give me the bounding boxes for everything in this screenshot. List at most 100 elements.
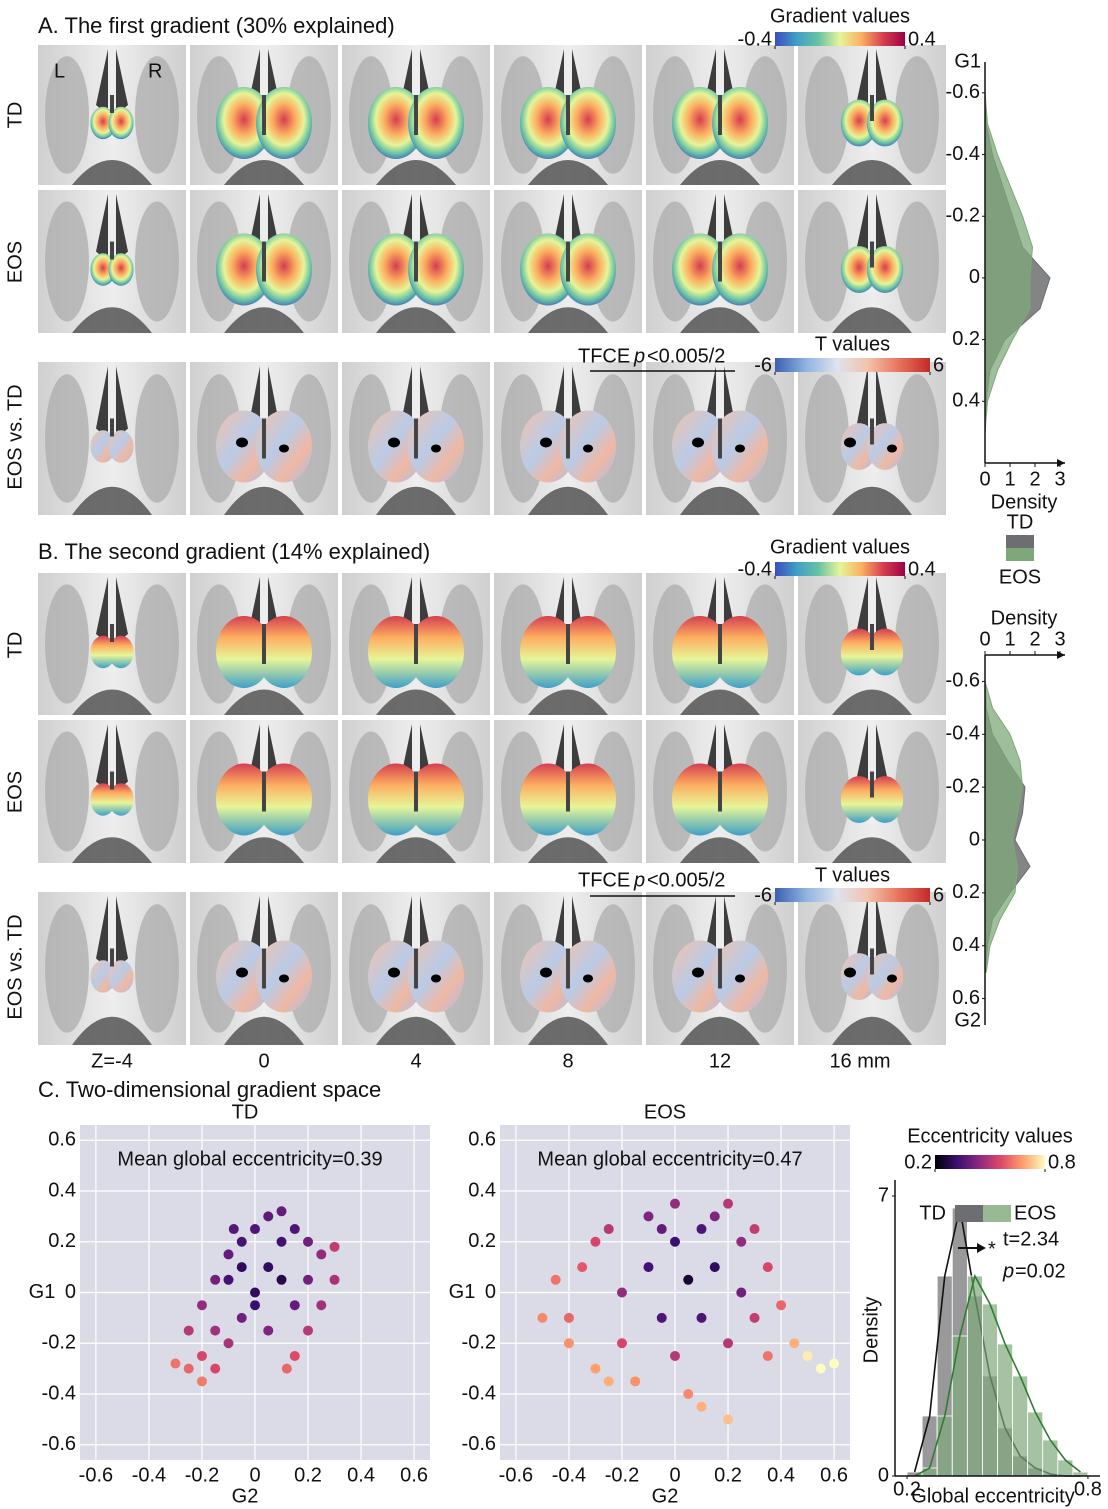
significant-cluster	[887, 975, 897, 983]
y-tick-label: -0.4	[946, 143, 980, 165]
legend-swatch	[1006, 535, 1034, 548]
colorbar	[775, 562, 905, 576]
x-tick-label: 0.6	[820, 1464, 848, 1486]
third-ventricle	[566, 95, 570, 135]
significant-cluster	[735, 975, 745, 983]
third-ventricle	[718, 624, 722, 664]
point	[776, 1300, 786, 1310]
legend-swatch	[955, 1205, 983, 1222]
third-ventricle	[414, 772, 418, 812]
histogram-bar	[982, 1304, 997, 1476]
third-ventricle	[262, 772, 266, 812]
white-matter	[45, 584, 89, 703]
colorbar-tick-label: 0.8	[1048, 1151, 1076, 1173]
histogram-bar	[998, 1344, 1013, 1476]
third-ventricle	[566, 624, 570, 664]
significant-cluster	[431, 445, 441, 453]
third-ventricle	[870, 949, 874, 975]
third-ventricle	[566, 419, 570, 459]
x-tick-label: -0.6	[499, 1464, 533, 1486]
third-ventricle	[110, 772, 114, 790]
y-tick-label: 0.2	[468, 1230, 496, 1252]
significant-cluster	[540, 968, 552, 978]
point	[723, 1199, 733, 1209]
third-ventricle	[110, 949, 114, 967]
x-axis-label: Global eccentricity	[911, 1485, 1074, 1507]
x-tick-label: 3	[1054, 468, 1065, 490]
y-axis-label: G1	[449, 1281, 476, 1303]
colorbar-tick-label: -0.4	[738, 558, 772, 580]
y-tick-label: 0.4	[48, 1179, 76, 1201]
point	[263, 1262, 273, 1272]
y-axis-label: Density	[860, 1297, 882, 1364]
y-tick-label: 0.4	[468, 1179, 496, 1201]
point	[564, 1338, 574, 1348]
point	[643, 1262, 653, 1272]
point	[657, 1224, 667, 1234]
point	[789, 1338, 799, 1348]
x-tick-label: -0.2	[185, 1464, 219, 1486]
x-tick-label: 2	[1029, 628, 1040, 650]
figure: A. The first gradient (30% explained) B.…	[0, 0, 1108, 1509]
third-ventricle	[110, 419, 114, 437]
x-tick-label: 1	[1004, 468, 1015, 490]
point	[184, 1364, 194, 1374]
point	[277, 1206, 287, 1216]
point	[697, 1402, 707, 1412]
point	[670, 1351, 680, 1361]
y-tick-label: 0.6	[952, 987, 980, 1009]
third-ventricle	[110, 242, 114, 260]
third-ventricle	[870, 419, 874, 445]
x-axis-label: G2	[232, 1485, 259, 1507]
point	[750, 1224, 760, 1234]
point	[263, 1326, 273, 1336]
point	[290, 1224, 300, 1234]
y-tick-label: 0.2	[952, 328, 980, 350]
third-ventricle	[870, 624, 874, 650]
colorbar-tick-label: 6	[933, 354, 944, 376]
point	[197, 1300, 207, 1310]
panel-title: C. Two-dimensional gradient space	[38, 1077, 381, 1102]
legend-label: TD	[919, 1202, 946, 1224]
density-area	[985, 93, 1033, 432]
legend-label: TD	[1007, 511, 1034, 533]
colorbar-title: Eccentricity values	[907, 1125, 1073, 1147]
white-matter	[45, 201, 89, 321]
significant-cluster	[236, 968, 248, 978]
slice-label: Z=-4	[91, 1050, 133, 1072]
chart-title: EOS	[644, 1101, 686, 1123]
y-tick-label: 0	[878, 1464, 889, 1486]
point	[537, 1313, 547, 1323]
x-tick-label: 3	[1054, 628, 1065, 650]
significant-cluster	[583, 445, 593, 453]
point	[210, 1326, 220, 1336]
row-label: EOS	[4, 771, 26, 813]
histogram-bar	[1058, 1460, 1073, 1476]
x-tick-label: 0	[979, 628, 990, 650]
third-ventricle	[414, 949, 418, 989]
white-matter	[45, 374, 89, 503]
point	[723, 1414, 733, 1424]
point	[223, 1249, 233, 1259]
y-tick-label: -0.6	[42, 1433, 76, 1455]
significant-cluster	[844, 968, 856, 978]
colorbar-tick-label: -6	[754, 354, 772, 376]
annotation: =0.02	[1015, 1260, 1066, 1282]
x-tick-label: 0.2	[714, 1464, 742, 1486]
x-tick-label: 0.8	[1074, 1478, 1102, 1500]
tfce-label: TFCE	[578, 869, 630, 891]
significant-cluster	[540, 438, 552, 448]
point	[277, 1237, 287, 1247]
white-matter	[45, 731, 89, 851]
point	[197, 1351, 207, 1361]
point	[551, 1275, 561, 1285]
point	[723, 1338, 733, 1348]
point	[303, 1275, 313, 1285]
point	[803, 1351, 813, 1361]
x-tick-label: -0.4	[132, 1464, 166, 1486]
significant-cluster	[735, 445, 745, 453]
third-ventricle	[262, 419, 266, 459]
histogram-bar	[952, 1336, 967, 1476]
point	[223, 1338, 233, 1348]
significant-cluster	[279, 445, 289, 453]
